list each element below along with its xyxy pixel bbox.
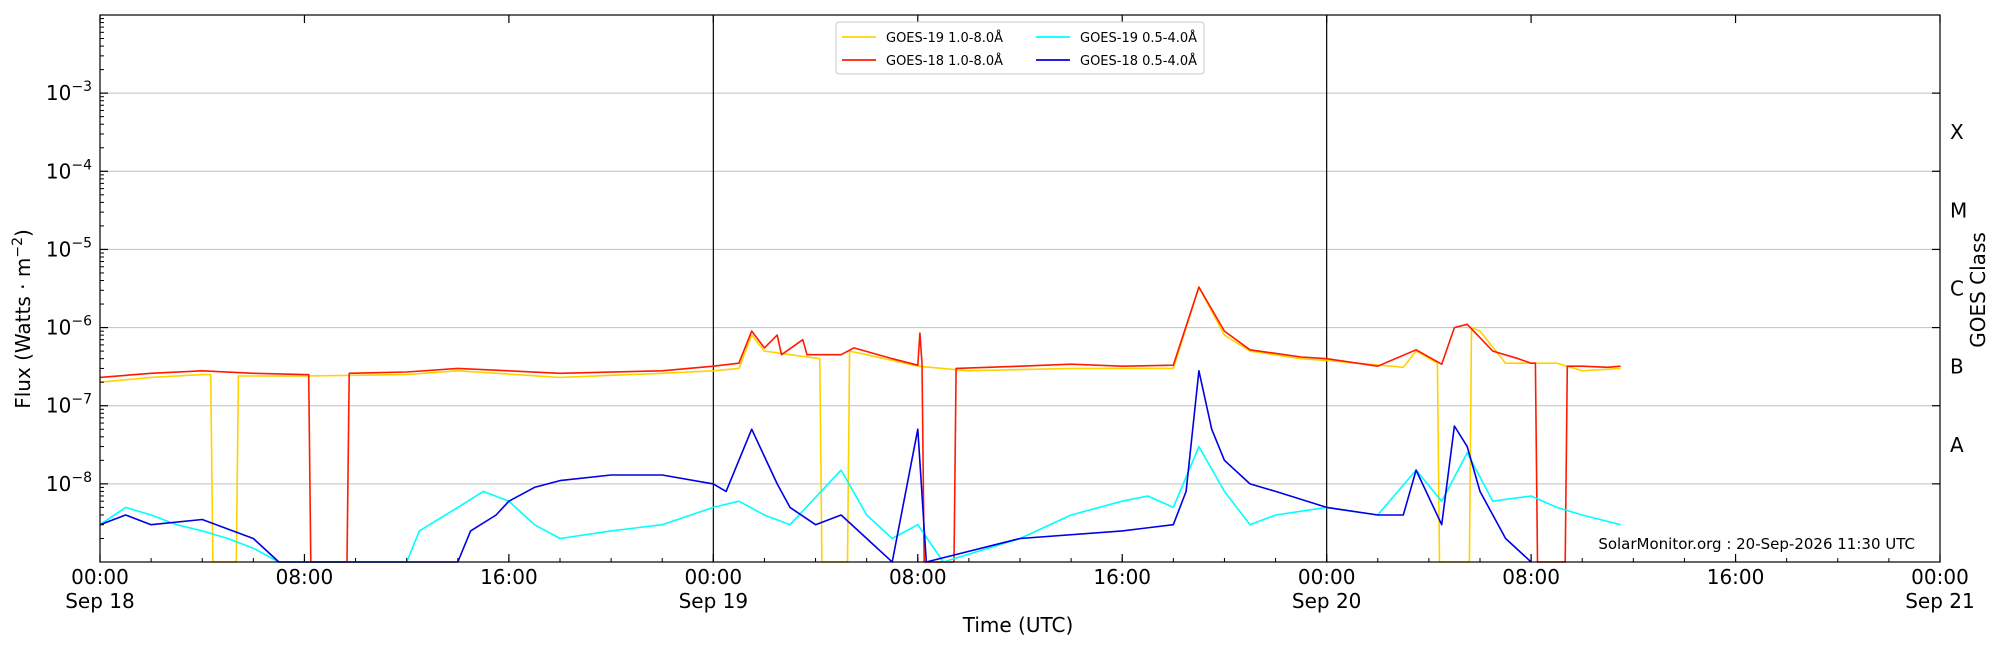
goes-class-label: B — [1950, 355, 1964, 379]
goes-class-label: X — [1950, 120, 1964, 144]
x-axis-title: Time (UTC) — [962, 613, 1074, 637]
y-axis-title: Flux (Watts · m−2) — [10, 229, 35, 409]
legend-label: GOES-18 1.0-8.0Å — [886, 53, 1003, 69]
x-tick-label: 00:00 — [685, 565, 743, 589]
x-tick-label: 00:00 — [1298, 565, 1356, 589]
x-date-label: Sep 20 — [1292, 589, 1362, 613]
goes-class-label: M — [1950, 198, 1967, 222]
legend-label: GOES-18 0.5-4.0Å — [1080, 53, 1197, 69]
y-tick-label: 10−6 — [46, 314, 92, 340]
data-layer — [99, 286, 1621, 563]
x-tick-label: 08:00 — [1502, 565, 1560, 589]
x-tick-label: 00:00 — [71, 565, 129, 589]
x-tick-label: 16:00 — [1093, 565, 1151, 589]
x-date-label: Sep 18 — [65, 589, 135, 613]
series-line — [99, 286, 1621, 563]
plot-frame — [99, 14, 1941, 563]
x-date-label: Sep 19 — [679, 589, 749, 613]
y-tick-label: 10−3 — [46, 79, 92, 105]
x-date-label: Sep 21 — [1905, 589, 1975, 613]
grid-layer — [100, 15, 1940, 562]
y-tick-label: 10−4 — [46, 157, 92, 183]
x-tick-label: 00:00 — [1911, 565, 1969, 589]
legend-label: GOES-19 1.0-8.0Å — [886, 30, 1003, 46]
x-tick-label: 16:00 — [480, 565, 538, 589]
y-tick-label: 10−8 — [46, 470, 92, 496]
legend-label: GOES-19 0.5-4.0Å — [1080, 30, 1197, 46]
series-line — [99, 286, 1621, 563]
legend: GOES-19 1.0-8.0Å GOES-19 0.5-4.0Å GOES-18 … — [835, 21, 1205, 75]
series-line — [99, 445, 1621, 563]
credit-text: SolarMonitor.org : 20-Sep-2026 11:30 UTC — [1598, 535, 1915, 553]
x-tick-label: 08:00 — [889, 565, 947, 589]
goes-class-label: C — [1950, 277, 1964, 301]
series-line — [99, 369, 1532, 563]
y-tick-label: 10−5 — [46, 235, 92, 261]
x-tick-label: 08:00 — [276, 565, 334, 589]
right-axis-title: GOES Class — [1966, 232, 1990, 348]
y-tick-label: 10−7 — [46, 392, 92, 418]
goes-class-label: A — [1950, 433, 1964, 457]
legend-box — [835, 21, 1205, 75]
x-tick-label: 16:00 — [1707, 565, 1765, 589]
